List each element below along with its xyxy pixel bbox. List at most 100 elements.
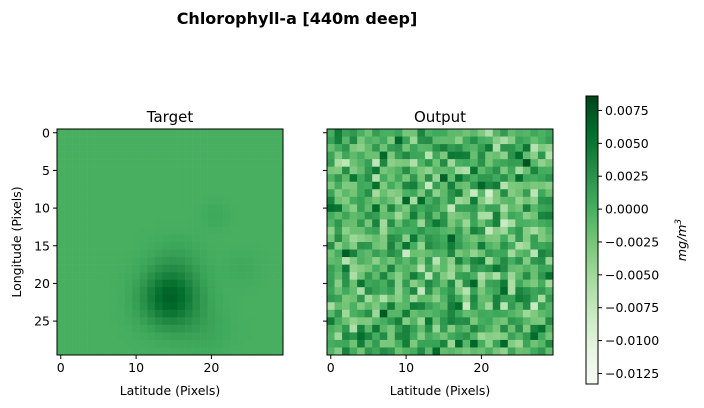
heatmap-cell: [432, 204, 441, 213]
heatmap-cell: [477, 242, 486, 250]
heatmap-cell: [507, 279, 516, 288]
heatmap-cell: [185, 264, 193, 273]
heatmap-cell: [94, 144, 103, 152]
heatmap-cell: [132, 234, 141, 243]
heatmap-cell: [455, 234, 463, 243]
heatmap-cell: [357, 219, 365, 228]
heatmap-cell: [349, 151, 358, 160]
heatmap-cell: [162, 272, 171, 280]
heatmap-cell: [477, 317, 486, 326]
heatmap-cell: [245, 272, 254, 280]
heatmap-cell: [79, 234, 88, 243]
heatmap-cell: [424, 272, 433, 280]
heatmap-cell: [132, 332, 141, 341]
heatmap-cell: [327, 204, 335, 213]
heatmap-cell: [237, 196, 246, 205]
heatmap-cell: [334, 144, 343, 152]
heatmap-cell: [462, 309, 471, 318]
heatmap-cell: [530, 204, 539, 213]
heatmap-cell: [470, 151, 478, 160]
heatmap-cell: [117, 151, 126, 160]
heatmap-cell: [177, 257, 186, 265]
heatmap-cell: [192, 181, 201, 190]
heatmap-cell: [132, 249, 141, 258]
heatmap-cell: [424, 166, 433, 175]
heatmap-cell: [132, 166, 141, 175]
heatmap-cell: [470, 279, 478, 288]
heatmap-cell: [394, 249, 403, 258]
heatmap-cell: [379, 294, 388, 303]
heatmap-cell: [349, 219, 358, 228]
heatmap-cell: [364, 317, 373, 326]
heatmap-cell: [162, 302, 171, 311]
heatmap-cell: [154, 159, 163, 167]
heatmap-cell: [470, 181, 478, 190]
heatmap-cell: [200, 249, 208, 258]
heatmap-cell: [417, 302, 426, 311]
heatmap-cell: [530, 279, 539, 288]
heatmap-cell: [394, 279, 403, 288]
heatmap-cell: [485, 189, 494, 198]
heatmap-cell: [477, 151, 486, 160]
heatmap-cell: [364, 309, 373, 318]
heatmap-cell: [252, 242, 261, 250]
heatmap-cell: [87, 181, 95, 190]
heatmap-cell: [372, 272, 381, 280]
heatmap-cell: [200, 226, 208, 235]
heatmap-cell: [207, 234, 216, 243]
heatmap-cell: [275, 257, 284, 265]
heatmap-cell: [349, 272, 358, 280]
heatmap-cell: [132, 309, 141, 318]
heatmap-cell: [432, 249, 441, 258]
heatmap-cell: [230, 249, 239, 258]
heatmap-cell: [537, 151, 546, 160]
heatmap-cell: [102, 159, 111, 167]
heatmap-cell: [470, 174, 478, 183]
heatmap-cell: [530, 189, 539, 198]
heatmap-cell: [327, 347, 335, 356]
heatmap-cell: [545, 317, 554, 326]
heatmap-cell: [222, 151, 231, 160]
heatmap-cell: [237, 264, 246, 273]
heatmap-cell: [162, 174, 171, 183]
heatmap-cell: [349, 324, 358, 333]
heatmap-cell: [245, 242, 254, 250]
heatmap-cell: [462, 151, 471, 160]
heatmap-cell: [357, 324, 365, 333]
heatmap-cell: [64, 302, 73, 311]
heatmap-cell: [327, 136, 335, 145]
heatmap-cell: [530, 226, 539, 235]
heatmap-cell: [162, 136, 171, 145]
heatmap-cell: [57, 204, 65, 213]
heatmap-cell: [477, 189, 486, 198]
heatmap-cell: [207, 332, 216, 341]
heatmap-cell: [334, 317, 343, 326]
heatmap-cell: [177, 136, 186, 145]
heatmap-cell: [132, 294, 141, 303]
heatmap-cell: [455, 129, 463, 137]
heatmap-cell: [477, 294, 486, 303]
colorbar-tick-label: −0.0125: [605, 366, 659, 381]
heatmap-cell: [387, 174, 396, 183]
heatmap-cell: [477, 287, 486, 296]
heatmap-cell: [72, 324, 80, 333]
heatmap-cell: [394, 272, 403, 280]
heatmap-cell: [342, 264, 350, 273]
heatmap-cell: [79, 136, 88, 145]
heatmap-cell: [537, 332, 546, 341]
heatmap-cell: [432, 196, 441, 205]
heatmap-cell: [260, 347, 269, 356]
heatmap-cell: [522, 317, 531, 326]
heatmap-cell: [402, 339, 411, 348]
heatmap-cell: [275, 136, 284, 145]
heatmap-cell: [252, 317, 261, 326]
heatmap-cell: [334, 211, 343, 220]
heatmap-cell: [275, 302, 284, 311]
heatmap-cell: [515, 129, 524, 137]
heatmap-cell: [342, 287, 350, 296]
heatmap-cell: [109, 219, 118, 228]
heatmap-cell: [342, 309, 350, 318]
heatmap-cell: [102, 144, 111, 152]
heatmap-cell: [147, 129, 156, 137]
heatmap-cell: [139, 144, 148, 152]
